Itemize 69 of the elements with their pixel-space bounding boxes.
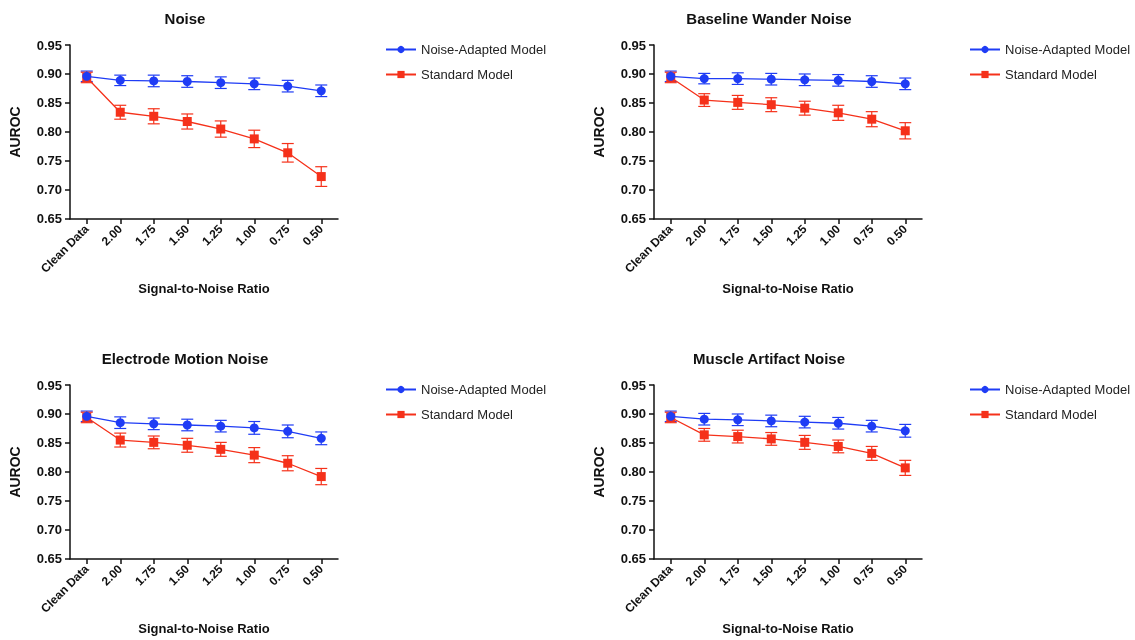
y-axis-title: AUROC [591,106,607,158]
point [249,134,259,144]
y-tick-label: 0.80 [620,464,646,480]
y-axis-title: AUROC [7,106,23,158]
y-tick-label: 0.70 [620,522,646,538]
chart-title: Noise [164,10,206,27]
point [283,148,293,158]
point [867,114,877,124]
y-tick-label: 0.75 [36,153,62,169]
x-axis-title: Signal-to-Noise Ratio [138,281,270,296]
x-tick-label: 0.50 [299,221,327,249]
x-tick-label: 0.75 [850,561,877,589]
point [249,450,259,460]
x-axis-title: Signal-to-Noise Ratio [722,621,854,636]
y-tick-label: 0.80 [620,124,646,140]
y-tick-label: 0.65 [620,211,646,227]
x-tick-label: 0.50 [299,561,327,589]
y-tick-label: 0.65 [36,211,62,227]
chart-title: Muscle Artifact Noise [693,350,845,367]
point [900,463,910,473]
chart-title: Baseline Wander Noise [686,10,852,27]
y-tick-label: 0.90 [620,406,646,422]
point [316,472,326,482]
point [316,172,326,182]
chart-title: Electrode Motion Noise [101,350,269,367]
x-tick-label: 0.50 [883,221,911,249]
legend-label: Noise-Adapted Model [1005,42,1131,57]
point [283,458,293,468]
y-axis-title: AUROC [591,446,607,498]
y-tick-label: 0.90 [36,66,62,82]
y-tick-label: 0.95 [620,377,646,393]
x-axis-title: Signal-to-Noise Ratio [722,281,854,296]
point [182,117,192,127]
y-tick-label: 0.65 [36,551,62,567]
legend-label: Noise-Adapted Model [421,382,547,397]
legend-label: Noise-Adapted Model [1005,382,1131,397]
y-tick-label: 0.75 [36,493,62,509]
y-tick-label: 0.75 [620,493,646,509]
point [216,124,226,134]
y-tick-label: 0.85 [620,95,646,111]
x-tick-label: 0.50 [883,561,911,589]
x-tick-label: 0.75 [850,221,877,249]
legend-label: Standard Model [421,67,513,82]
y-tick-label: 0.70 [620,182,646,198]
x-tick-label: 0.75 [266,561,293,589]
y-tick-label: 0.80 [36,124,62,140]
x-tick-label: 0.75 [266,221,293,249]
legend-label: Standard Model [1005,67,1097,82]
y-tick-label: 0.85 [36,95,62,111]
legend-label: Noise-Adapted Model [421,42,547,57]
y-tick-label: 0.90 [620,66,646,82]
point [833,108,843,118]
y-tick-label: 0.75 [620,153,646,169]
y-tick-label: 0.70 [36,522,62,538]
point [149,111,159,121]
y-tick-label: 0.95 [36,37,62,53]
y-axis-title: AUROC [7,446,23,498]
y-tick-label: 0.65 [620,551,646,567]
y-tick-label: 0.85 [36,435,62,451]
y-tick-label: 0.95 [620,37,646,53]
legend-label: Standard Model [421,407,513,422]
y-tick-label: 0.70 [36,182,62,198]
legend-label: Standard Model [1005,407,1097,422]
y-tick-label: 0.95 [36,377,62,393]
x-axis-title: Signal-to-Noise Ratio [138,621,270,636]
point [900,126,910,136]
y-tick-label: 0.90 [36,406,62,422]
y-tick-label: 0.85 [620,435,646,451]
y-tick-label: 0.80 [36,464,62,480]
